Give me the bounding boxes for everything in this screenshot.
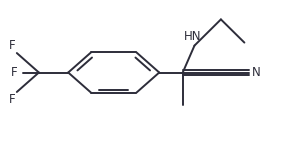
Text: F: F	[11, 66, 17, 79]
Text: HN: HN	[184, 30, 202, 43]
Text: N: N	[252, 66, 260, 79]
Text: F: F	[9, 93, 15, 106]
Text: F: F	[9, 39, 15, 52]
